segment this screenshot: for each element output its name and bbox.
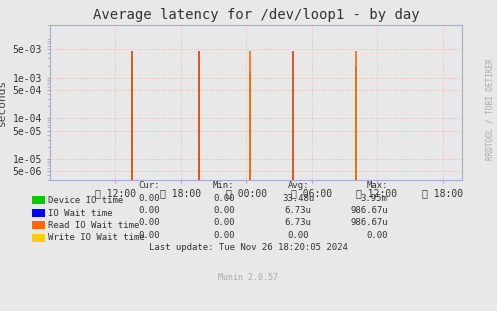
Text: Device IO time: Device IO time	[48, 196, 123, 205]
Text: 986.67u: 986.67u	[350, 206, 388, 215]
Text: 6.73u: 6.73u	[285, 206, 312, 215]
Y-axis label: seconds: seconds	[0, 79, 7, 126]
Text: Avg:: Avg:	[287, 181, 309, 190]
Text: Write IO Wait time: Write IO Wait time	[48, 234, 145, 242]
Text: 0.00: 0.00	[213, 218, 235, 227]
Text: 0.00: 0.00	[287, 231, 309, 240]
Text: Min:: Min:	[213, 181, 235, 190]
Title: Average latency for /dev/loop1 - by day: Average latency for /dev/loop1 - by day	[92, 8, 419, 22]
Text: Last update: Tue Nov 26 18:20:05 2024: Last update: Tue Nov 26 18:20:05 2024	[149, 243, 348, 252]
Text: 0.00: 0.00	[138, 218, 160, 227]
Text: 986.67u: 986.67u	[350, 218, 388, 227]
Text: 0.00: 0.00	[366, 231, 388, 240]
Text: 3.95m: 3.95m	[361, 193, 388, 202]
Text: IO Wait time: IO Wait time	[48, 209, 112, 217]
Text: 0.00: 0.00	[138, 193, 160, 202]
Text: 0.00: 0.00	[138, 206, 160, 215]
Text: 0.00: 0.00	[138, 231, 160, 240]
Text: 0.00: 0.00	[213, 193, 235, 202]
Text: RRDTOOL / TOBI OETIKER: RRDTOOL / TOBI OETIKER	[485, 58, 494, 160]
Text: Max:: Max:	[366, 181, 388, 190]
Text: Cur:: Cur:	[138, 181, 160, 190]
Text: 0.00: 0.00	[213, 231, 235, 240]
Text: Read IO Wait time: Read IO Wait time	[48, 221, 139, 230]
Text: 6.73u: 6.73u	[285, 218, 312, 227]
Text: 0.00: 0.00	[213, 206, 235, 215]
Text: 33.48u: 33.48u	[282, 193, 314, 202]
Text: Munin 2.0.57: Munin 2.0.57	[219, 273, 278, 282]
